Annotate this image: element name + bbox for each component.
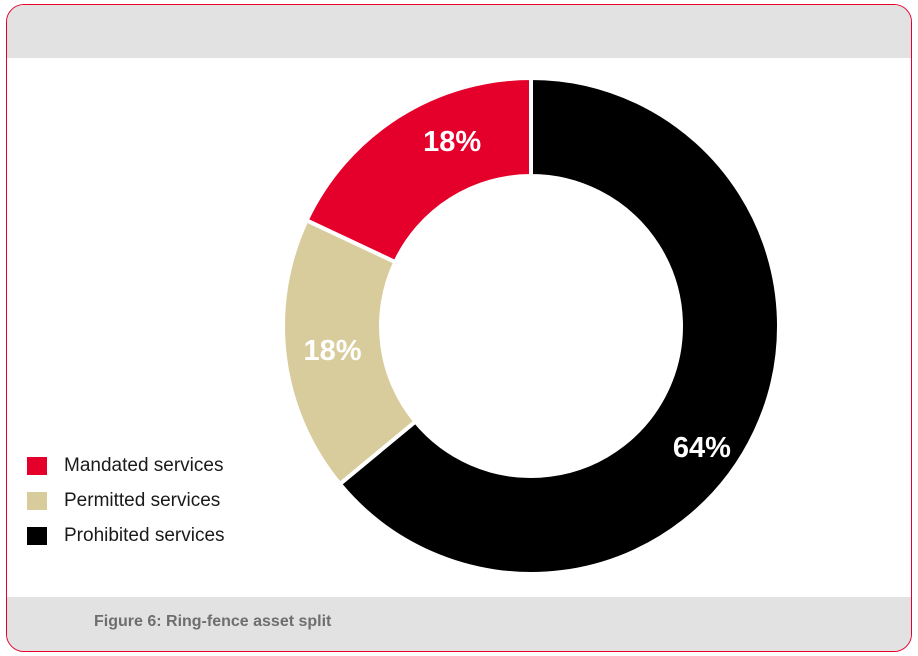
slice-label-prohibited: 64% — [673, 432, 731, 464]
slice-label-mandated: 18% — [423, 126, 481, 158]
slice-mandated — [303, 75, 533, 265]
legend-swatch — [27, 491, 47, 510]
footer-band: Figure 6: Ring-fence asset split — [7, 597, 911, 651]
slice-permitted — [281, 217, 419, 487]
figure-caption: Figure 6: Ring-fence asset split — [94, 613, 332, 630]
chart-legend: Mandated services Permitted services Prohi… — [27, 448, 225, 553]
header-band — [7, 5, 911, 58]
legend-swatch — [27, 526, 47, 545]
slice-prohibited — [337, 75, 781, 576]
legend-item-permitted: Permitted services — [27, 483, 225, 518]
legend-swatch — [27, 456, 47, 475]
legend-item-prohibited: Prohibited services — [27, 518, 225, 553]
slice-label-permitted: 18% — [304, 335, 362, 367]
legend-label: Mandated services — [64, 454, 224, 476]
legend-item-mandated: Mandated services — [27, 448, 225, 483]
legend-label: Permitted services — [64, 489, 221, 511]
legend-label: Prohibited services — [64, 524, 225, 546]
